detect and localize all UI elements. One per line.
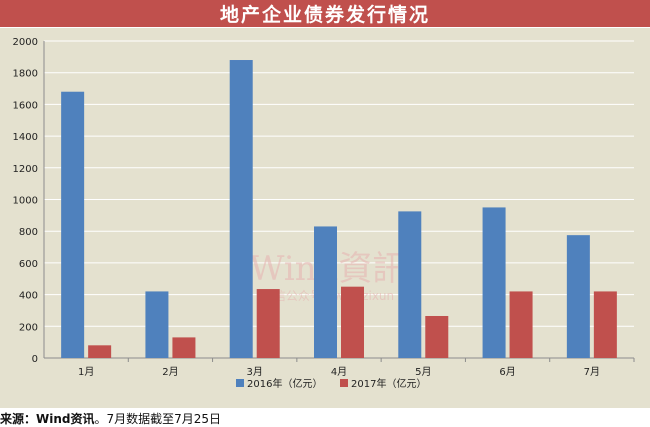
chart-area: 0200400600800100012001400160018002000Win…: [0, 28, 650, 408]
bar-2016-5: [398, 211, 422, 358]
bar-2017-4: [341, 286, 364, 358]
bar-2016-7: [566, 235, 590, 358]
bar-2016-4: [314, 226, 337, 358]
bar-2016-6: [482, 207, 506, 358]
y-tick-label: 2000: [13, 37, 38, 48]
source-label: 来源：Wind资讯: [0, 412, 95, 426]
bar-2016-1: [61, 91, 85, 358]
y-tick-label: 400: [19, 291, 38, 302]
y-tick-label: 200: [19, 322, 38, 333]
y-tick-label: 0: [32, 354, 38, 365]
x-tick-label: 6月: [499, 366, 515, 378]
y-tick-label: 1400: [13, 132, 38, 143]
y-tick-label: 800: [19, 227, 38, 238]
bar-2017-3: [256, 289, 280, 358]
x-tick-label: 7月: [584, 366, 600, 378]
legend-swatch: [236, 379, 244, 387]
legend-label: 2017年（亿元）: [351, 377, 426, 390]
chart-title: 地产企业债券发行情况: [219, 4, 430, 26]
y-tick-label: 1600: [13, 100, 38, 111]
bar-2017-5: [425, 315, 449, 358]
bar-2017-1: [88, 345, 112, 358]
y-tick-label: 600: [19, 259, 38, 270]
y-tick-label: 1200: [13, 164, 38, 175]
x-tick-label: 3月: [247, 366, 263, 378]
bar-2016-2: [145, 291, 169, 358]
bar-2017-2: [172, 337, 196, 358]
y-tick-label: 1800: [13, 69, 38, 80]
y-tick-label: 1000: [13, 196, 38, 207]
x-tick-label: 5月: [415, 366, 431, 378]
bar-2017-6: [509, 291, 533, 358]
legend-swatch: [340, 379, 348, 387]
source-date-note: 。7月数据截至7月25日: [94, 412, 222, 426]
source-note: 来源：Wind资讯。7月数据截至7月25日: [0, 410, 221, 427]
x-tick-label: 2月: [162, 366, 178, 378]
bar-2016-3: [229, 60, 253, 359]
x-tick-label: 1月: [78, 366, 94, 378]
bar-chart: 0200400600800100012001400160018002000Win…: [13, 37, 635, 390]
chart-header: 地产企业债券发行情况: [0, 0, 650, 27]
x-tick-label: 4月: [331, 366, 347, 378]
bar-2017-7: [593, 291, 617, 358]
legend-label: 2016年（亿元）: [247, 377, 322, 390]
